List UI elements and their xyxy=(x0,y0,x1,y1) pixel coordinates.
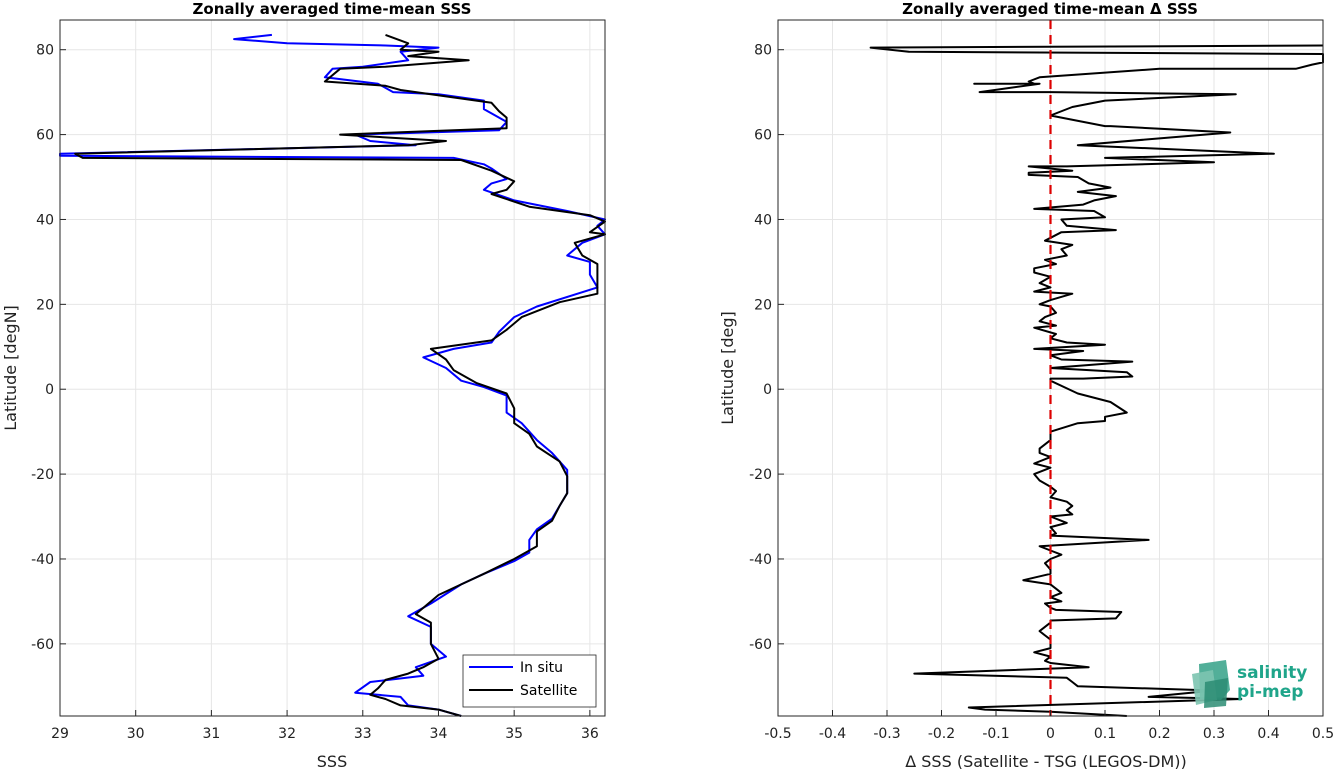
left-y-tick-label: 0 xyxy=(45,382,54,398)
left-y-tick-label: -40 xyxy=(31,552,54,568)
left-panel: 29 30 31 32 33 34 35 36 80 60 40 20 0 -20 -40 -60 Zonal… xyxy=(1,0,606,769)
left-x-tick-label: 34 xyxy=(430,726,448,742)
legend-label-in-situ: In situ xyxy=(520,660,563,676)
right-y-tick-label: 20 xyxy=(754,297,772,313)
right-x-tick-label: 0.4 xyxy=(1257,726,1279,742)
logo-line-1: salinity xyxy=(1237,663,1307,683)
right-y-tick-label: 40 xyxy=(754,212,772,228)
left-y-tick-label: 40 xyxy=(36,212,54,228)
left-x-tick-label: 32 xyxy=(278,726,296,742)
left-y-axis-label: Latitude [degN] xyxy=(1,305,20,431)
left-x-axis-label: SSS xyxy=(317,752,347,769)
left-x-tick-label: 31 xyxy=(202,726,220,742)
right-x-tick-label: 0.3 xyxy=(1203,726,1225,742)
right-y-tick-label: 60 xyxy=(754,128,772,144)
left-series-line-satellite xyxy=(74,33,606,717)
right-y-tick-label: -60 xyxy=(749,637,772,653)
left-x-tick-label: 36 xyxy=(581,726,599,742)
right-y-tick-label: 0 xyxy=(763,382,772,398)
left-y-tick-label: 20 xyxy=(36,297,54,313)
legend: In situ Satellite xyxy=(462,654,597,708)
right-x-tick-label: 0.1 xyxy=(1094,726,1116,742)
right-x-tick-label: -0.1 xyxy=(982,726,1009,742)
right-y-tick-label: -40 xyxy=(749,552,772,568)
left-series-line-in-situ xyxy=(59,33,606,717)
right-panel: -0.5 -0.4 -0.3 -0.2 -0.1 0 0.1 0.2 0.3 0.4 0.5 80 60… xyxy=(718,0,1334,769)
right-x-tick-label: -0.2 xyxy=(928,726,955,742)
logo-wave-icon xyxy=(1192,660,1230,708)
left-x-tick-label: 29 xyxy=(51,726,69,742)
right-x-tick-label: -0.5 xyxy=(764,726,791,742)
right-y-tick-label: -20 xyxy=(749,467,772,483)
left-series xyxy=(59,33,606,717)
left-y-tick-label: -20 xyxy=(31,467,54,483)
left-y-tick-label: -60 xyxy=(31,637,54,653)
salinity-pi-mep-logo: salinity pi-mep xyxy=(1192,660,1307,708)
right-x-tick-label: 0 xyxy=(1046,726,1055,742)
legend-label-satellite: Satellite xyxy=(520,683,577,699)
left-y-tick-label: 80 xyxy=(36,43,54,59)
left-axes-frame xyxy=(59,19,606,717)
left-x-tick-label: 33 xyxy=(354,726,372,742)
legend-box xyxy=(462,654,597,708)
right-chart-title: Zonally averaged time-mean Δ SSS xyxy=(902,0,1198,18)
left-tick-labels: 29 30 31 32 33 34 35 36 80 60 40 20 0 -20 -40 -60 xyxy=(31,43,599,742)
right-y-tick-label: 80 xyxy=(754,43,772,59)
left-x-tick-label: 35 xyxy=(505,726,523,742)
right-y-axis-label: Latitude [deg] xyxy=(718,311,737,425)
right-x-tick-label: 0.5 xyxy=(1312,726,1334,742)
left-chart-title: Zonally averaged time-mean SSS xyxy=(193,0,472,18)
right-x-axis-label: Δ SSS (Satellite - TSG (LEGOS-DM)) xyxy=(905,752,1187,769)
left-axes-background xyxy=(60,20,605,716)
right-x-tick-label: -0.4 xyxy=(819,726,846,742)
left-grid xyxy=(59,20,605,716)
right-x-tick-label: 0.2 xyxy=(1148,726,1170,742)
logo-line-2: pi-mep xyxy=(1237,682,1303,702)
left-x-tick-label: 30 xyxy=(127,726,145,742)
left-y-tick-label: 60 xyxy=(36,128,54,144)
right-x-tick-label: -0.3 xyxy=(873,726,900,742)
right-tick-labels: -0.5 -0.4 -0.3 -0.2 -0.1 0 0.1 0.2 0.3 0.4 0.5 80 60… xyxy=(749,43,1334,742)
